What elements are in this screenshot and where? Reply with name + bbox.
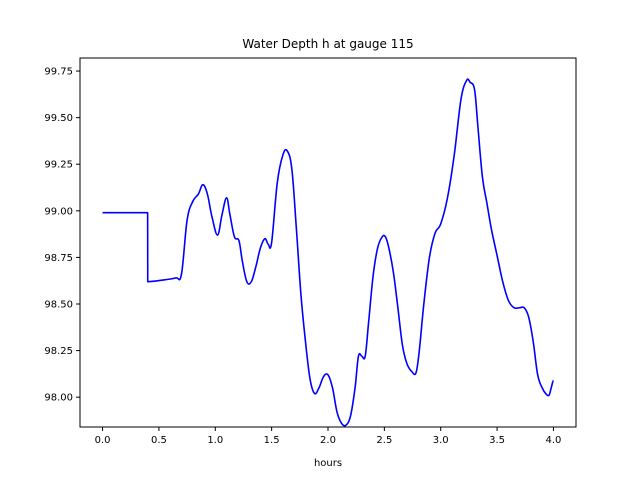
y-tick-label: 99.75	[44, 67, 73, 78]
plot-area-frame	[79, 57, 577, 428]
y-tick-label: 99.50	[44, 113, 73, 124]
x-tick-label: 4.0	[546, 435, 562, 446]
chart-title: Water Depth h at gauge 115	[242, 37, 413, 51]
x-tick-label: 1.5	[264, 435, 280, 446]
x-tick-label: 3.0	[433, 435, 449, 446]
x-tick-label: 1.0	[207, 435, 223, 446]
series-layer	[102, 78, 555, 427]
x-axis-ticks: 0.0 0.5 1.0 1.5 2.0 2.5 3.0 3.5 4.0	[95, 427, 562, 446]
x-tick-label: 3.5	[489, 435, 505, 446]
y-tick-label: 98.75	[44, 253, 73, 264]
y-tick-label: 99.25	[44, 160, 73, 171]
x-tick-label: 0.5	[151, 435, 167, 446]
y-tick-label: 99.00	[44, 206, 73, 217]
x-tick-label: 0.0	[95, 435, 111, 446]
x-axis-label: hours	[314, 458, 342, 469]
x-tick-label: 2.0	[320, 435, 336, 446]
y-axis-ticks: 98.00 98.25 98.50 98.75 99.00 99.25 99.50 99.75	[44, 67, 80, 404]
x-tick-label: 2.5	[376, 435, 392, 446]
series-line	[102, 78, 555, 427]
y-tick-label: 98.25	[44, 346, 73, 357]
y-tick-label: 98.00	[44, 393, 73, 404]
y-tick-label: 98.50	[44, 300, 73, 311]
